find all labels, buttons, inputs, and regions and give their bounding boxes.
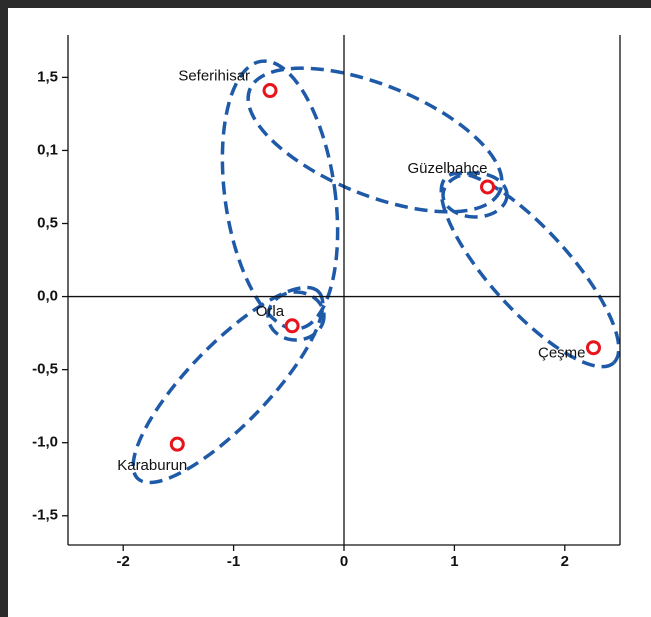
cluster-ellipses: [131, 59, 621, 485]
x-tick-label: -1: [227, 553, 240, 570]
page: -1,5 -1,0 -0,5 0,0 0,5 0,1 1,5 -2 -1 0 1 2 Seferihis…: [8, 8, 651, 617]
ellipse: [246, 66, 504, 214]
point: [284, 318, 300, 334]
point: [480, 179, 496, 195]
point: [169, 436, 185, 452]
x-tick-label: 0: [340, 553, 348, 570]
point-label: Güzelbahçe: [407, 160, 487, 177]
y-tick-label: -1,5: [32, 507, 58, 524]
y-tick-label: -0,5: [32, 361, 58, 378]
point-label: Karaburun: [117, 457, 187, 474]
y-tick-label: -1,0: [32, 434, 58, 451]
point-label: Seferihisar: [178, 67, 250, 84]
ellipse: [131, 285, 325, 485]
chart: -1,5 -1,0 -0,5 0,0 0,5 0,1 1,5 -2 -1 0 1 2 Seferihis…: [32, 35, 621, 570]
ellipse: [439, 171, 621, 369]
y-tick-label: 0,0: [37, 288, 58, 305]
x-tick-label: 2: [561, 553, 569, 570]
point: [262, 83, 278, 99]
y-tick-label: 1,5: [37, 68, 58, 85]
y-tick-label: 0,5: [37, 214, 58, 231]
point-label: Çeşme: [538, 345, 586, 362]
ellipse: [266, 290, 326, 342]
point-label: Orla: [256, 303, 285, 320]
y-tick-label: 0,1: [37, 141, 58, 158]
point: [586, 340, 602, 356]
x-tick-label: 1: [450, 553, 458, 570]
x-tick-label: -2: [117, 553, 130, 570]
ellipse: [220, 59, 340, 331]
